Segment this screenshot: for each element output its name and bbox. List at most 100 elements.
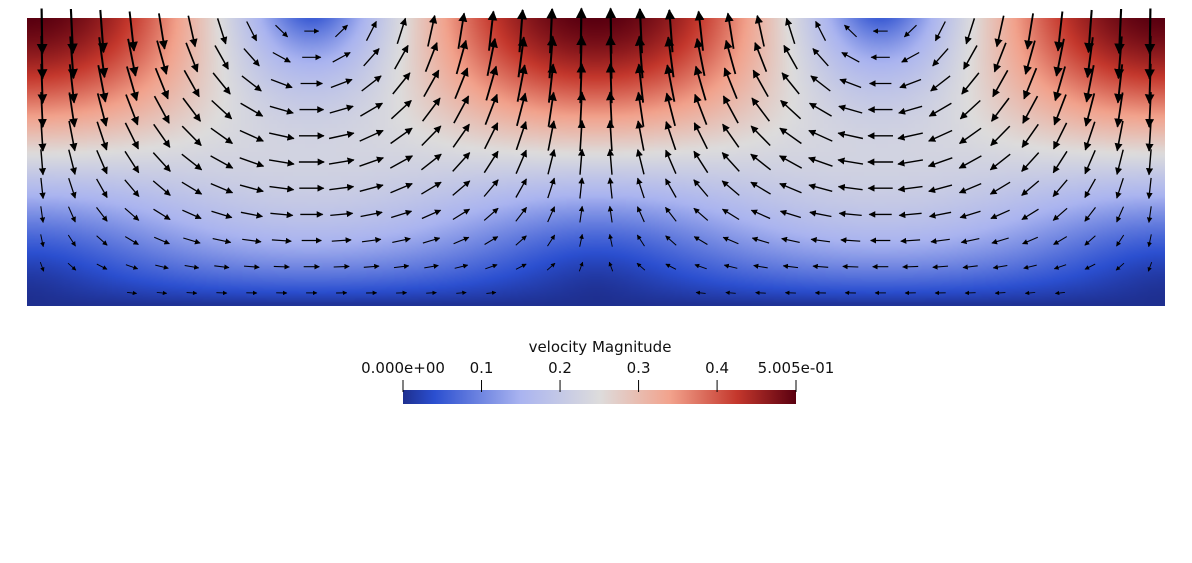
velocity-arrow	[391, 209, 413, 219]
velocity-arrow	[68, 64, 78, 104]
velocity-arrow	[578, 261, 584, 272]
velocity-arrow	[992, 69, 1009, 98]
velocity-arrow	[1116, 206, 1125, 223]
velocity-arrow	[932, 48, 949, 67]
velocity-arrow	[841, 51, 860, 63]
velocity-arrow	[783, 44, 798, 70]
velocity-arrow	[778, 155, 803, 169]
velocity-arrow	[515, 149, 527, 174]
velocity-arrow	[153, 236, 170, 245]
velocity-arrow	[455, 39, 469, 75]
velocity-arrow	[664, 64, 676, 102]
velocity-arrow	[211, 210, 233, 219]
colorbar-tick-label: 0.2	[548, 359, 572, 377]
velocity-arrow	[898, 211, 922, 219]
velocity-arrow	[420, 153, 442, 171]
velocity-arrow	[809, 210, 832, 218]
velocity-arrow	[547, 177, 556, 199]
velocity-arrow	[185, 42, 199, 73]
velocity-arrow	[1083, 121, 1096, 151]
velocity-arrow	[359, 156, 384, 167]
velocity-arrow	[97, 9, 108, 54]
velocity-arrow	[1114, 36, 1125, 80]
velocity-arrow	[962, 264, 978, 270]
velocity-arrow	[693, 93, 708, 126]
velocity-arrow	[693, 236, 708, 245]
velocity-arrow	[269, 132, 295, 141]
velocity-arrow	[214, 264, 230, 270]
velocity-arrow	[1145, 149, 1154, 176]
velocity-arrow	[577, 119, 586, 152]
velocity-arrow	[483, 179, 499, 197]
velocity-arrow	[211, 99, 233, 120]
velocity-arrow	[1114, 64, 1124, 104]
velocity-arrow	[1054, 290, 1065, 296]
velocity-arrow	[930, 238, 950, 245]
velocity-arrow	[810, 75, 831, 92]
velocity-arrow	[210, 155, 234, 169]
velocity-arrow	[239, 184, 264, 194]
velocity-arrow	[96, 121, 109, 151]
velocity-arrow	[67, 206, 76, 223]
velocity-arrow	[694, 263, 707, 270]
velocity-arrow	[815, 20, 827, 41]
velocity-arrow	[39, 261, 45, 272]
velocity-arrow	[722, 123, 740, 148]
velocity-arrow	[901, 51, 920, 63]
velocity-arrow	[181, 125, 202, 147]
velocity-arrow	[361, 75, 382, 92]
velocity-arrow	[124, 236, 139, 245]
velocity-arrow	[636, 177, 645, 199]
velocity-arrow	[991, 237, 1009, 245]
velocity-arrow	[125, 264, 139, 270]
velocity-arrow	[452, 208, 471, 221]
velocity-arrow	[928, 184, 953, 194]
velocity-arrow	[328, 157, 355, 165]
velocity-arrows	[36, 7, 1156, 296]
velocity-arrow	[1023, 264, 1037, 270]
velocity-arrow	[98, 37, 109, 79]
velocity-arrow	[330, 210, 354, 218]
velocity-arrow	[124, 207, 140, 221]
velocity-arrow	[38, 120, 47, 152]
velocity-arrow	[546, 262, 556, 271]
velocity-arrow	[1023, 40, 1036, 75]
velocity-arrow	[424, 263, 439, 269]
velocity-arrow	[837, 157, 864, 165]
velocity-arrow	[959, 99, 981, 120]
velocity-arrow	[1024, 13, 1034, 50]
velocity-arrow	[1022, 95, 1039, 124]
velocity-arrow	[1114, 92, 1124, 128]
velocity-arrow	[721, 152, 740, 172]
velocity-arrow	[128, 11, 138, 52]
velocity-arrow	[453, 236, 470, 245]
velocity-arrow	[97, 65, 109, 103]
velocity-arrow	[39, 206, 46, 223]
velocity-arrow	[899, 78, 922, 89]
velocity-arrow	[1114, 120, 1124, 152]
velocity-arrow	[753, 42, 768, 73]
velocity-arrow	[329, 183, 355, 191]
velocity-arrow	[212, 72, 231, 95]
velocity-arrow	[694, 37, 706, 76]
velocity-arrow	[1052, 122, 1068, 150]
velocity-arrow	[68, 92, 78, 128]
velocity-arrow	[838, 104, 863, 114]
velocity-arrow	[153, 208, 171, 221]
velocity-arrow	[898, 105, 923, 115]
velocity-arrow	[990, 97, 1010, 122]
velocity-arrow	[577, 148, 586, 175]
velocity-arrow	[210, 182, 234, 194]
velocity-arrow	[183, 69, 200, 98]
velocity-arrow	[96, 93, 109, 127]
velocity-arrow	[779, 182, 802, 194]
velocity-arrow	[810, 237, 831, 244]
velocity-arrow	[842, 263, 859, 270]
velocity-arrow	[454, 67, 469, 100]
velocity-arrow	[664, 92, 676, 127]
colorbar-ticks	[402, 380, 797, 392]
velocity-arrow	[1053, 236, 1068, 245]
velocity-arrow	[452, 180, 471, 196]
velocity-arrow	[693, 179, 709, 197]
velocity-arrow	[839, 78, 862, 89]
